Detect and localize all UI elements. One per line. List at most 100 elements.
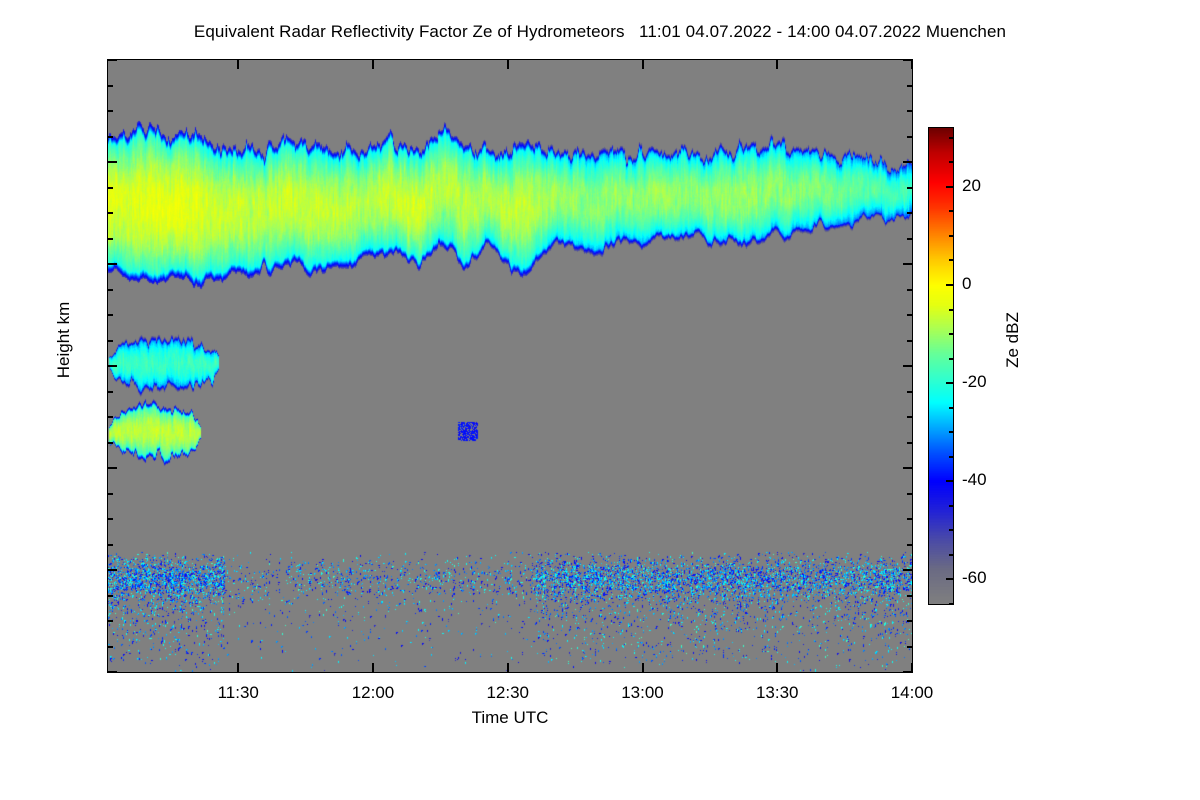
x-tick-major xyxy=(776,663,779,672)
x-tick-label: 11:30 xyxy=(217,683,259,702)
y-tick-minor xyxy=(108,620,113,622)
x-tick-major-top xyxy=(372,60,374,69)
colorbar-tick-label: -20 xyxy=(962,372,987,392)
y-tick-minor xyxy=(108,288,113,291)
colorbar-tick-label: -60 xyxy=(962,568,987,588)
x-tick-label: 13:00 xyxy=(621,683,664,702)
y-tick-minor-right xyxy=(907,645,912,648)
y-tick-minor-right xyxy=(907,543,912,546)
y-tick-major xyxy=(108,161,117,163)
colorbar-tick-label: 0 xyxy=(962,274,972,294)
colorbar-tick-minor xyxy=(949,308,954,311)
x-tick-major-top xyxy=(776,60,779,69)
y-tick-minor xyxy=(108,645,113,648)
y-tick-minor-right xyxy=(907,441,912,444)
x-tick-label: 14:00 xyxy=(890,683,934,702)
colorbar xyxy=(928,127,954,605)
colorbar-tick-minor xyxy=(949,529,954,532)
y-tick-major xyxy=(108,263,117,265)
x-axis-title: Time UTC xyxy=(471,708,549,727)
colorbar-tick-minor xyxy=(949,455,954,458)
y-tick-minor-right xyxy=(907,237,912,240)
y-tick-minor xyxy=(108,518,113,520)
colorbar-tick-label: -40 xyxy=(962,470,987,490)
y-tick-major xyxy=(108,671,117,673)
y-tick-minor-right xyxy=(907,314,912,316)
x-tick-major-top xyxy=(641,60,644,69)
y-tick-major-right xyxy=(903,161,912,163)
colorbar-tick-minor xyxy=(949,210,954,213)
y-tick-minor xyxy=(108,212,113,214)
y-tick-minor-right xyxy=(907,518,912,520)
colorbar-tick-minor xyxy=(949,333,954,336)
y-tick-minor-right xyxy=(907,390,912,393)
colorbar-tick-minor xyxy=(949,161,954,164)
page-title: Equivalent Radar Reflectivity Factor Ze … xyxy=(193,22,1007,41)
x-tick-label: 13:30 xyxy=(755,683,799,702)
y-tick-minor xyxy=(108,594,113,597)
x-tick-major-top xyxy=(237,60,240,69)
y-tick-minor-right xyxy=(907,594,912,597)
y-tick-minor-right xyxy=(907,339,912,342)
colorbar-tick-major xyxy=(946,382,954,385)
y-tick-minor-right xyxy=(907,212,912,214)
colorbar-gradient xyxy=(929,128,953,604)
y-axis: 024681012 xyxy=(0,0,912,800)
y-tick-minor xyxy=(108,416,113,418)
y-tick-minor-right xyxy=(907,110,912,112)
colorbar-tick-minor xyxy=(949,431,954,434)
y-tick-minor xyxy=(108,543,113,546)
y-tick-major xyxy=(108,467,117,469)
colorbar-tick-minor xyxy=(949,357,954,360)
x-tick-label: 12:00 xyxy=(351,683,395,702)
colorbar-tick-minor xyxy=(949,234,954,237)
colorbar-tick-minor xyxy=(949,259,954,262)
colorbar-tick-minor xyxy=(949,406,954,409)
y-tick-major xyxy=(108,569,117,571)
colorbar-tick-minor xyxy=(949,136,954,139)
y-tick-minor-right xyxy=(907,416,912,418)
y-tick-minor xyxy=(108,84,113,87)
colorbar-tick-major xyxy=(946,578,954,581)
x-tick-major xyxy=(372,663,374,672)
y-tick-major-right xyxy=(903,671,912,673)
x-tick-major-top xyxy=(911,60,913,69)
y-tick-minor-right xyxy=(907,135,912,138)
x-tick-major xyxy=(911,663,913,672)
y-tick-minor xyxy=(108,110,113,112)
colorbar-tick-minor xyxy=(949,553,954,556)
y-tick-minor-right xyxy=(907,492,912,495)
y-tick-major-right xyxy=(903,365,912,367)
y-tick-major xyxy=(108,59,117,61)
plot-area xyxy=(107,59,913,673)
x-tick-major xyxy=(237,663,240,672)
y-tick-minor xyxy=(108,390,113,393)
y-tick-major-right xyxy=(903,467,912,469)
y-tick-major-right xyxy=(903,569,912,571)
y-tick-major xyxy=(108,365,117,367)
y-tick-minor xyxy=(108,237,113,240)
colorbar-tick-major xyxy=(946,185,954,188)
y-tick-minor xyxy=(108,186,113,189)
y-tick-minor-right xyxy=(907,186,912,189)
colorbar-tick-major xyxy=(946,480,954,483)
y-tick-minor xyxy=(108,339,113,342)
x-tick-major xyxy=(641,663,644,672)
y-tick-minor xyxy=(108,492,113,495)
colorbar-tick-minor xyxy=(949,603,954,605)
x-tick-major xyxy=(506,663,509,672)
colorbar-tick-major xyxy=(946,284,954,287)
y-tick-minor xyxy=(108,441,113,444)
x-tick-label: 12:30 xyxy=(486,683,530,702)
colorbar-tick-minor xyxy=(949,504,954,507)
y-tick-minor xyxy=(108,135,113,138)
reflectivity-heatmap xyxy=(108,60,912,672)
y-tick-minor-right xyxy=(907,288,912,291)
colorbar-tick-label: 20 xyxy=(962,175,981,195)
colorbar-title: Ze dBZ xyxy=(1003,312,1022,368)
x-tick-major-top xyxy=(506,60,509,69)
y-tick-major-right xyxy=(903,59,912,61)
